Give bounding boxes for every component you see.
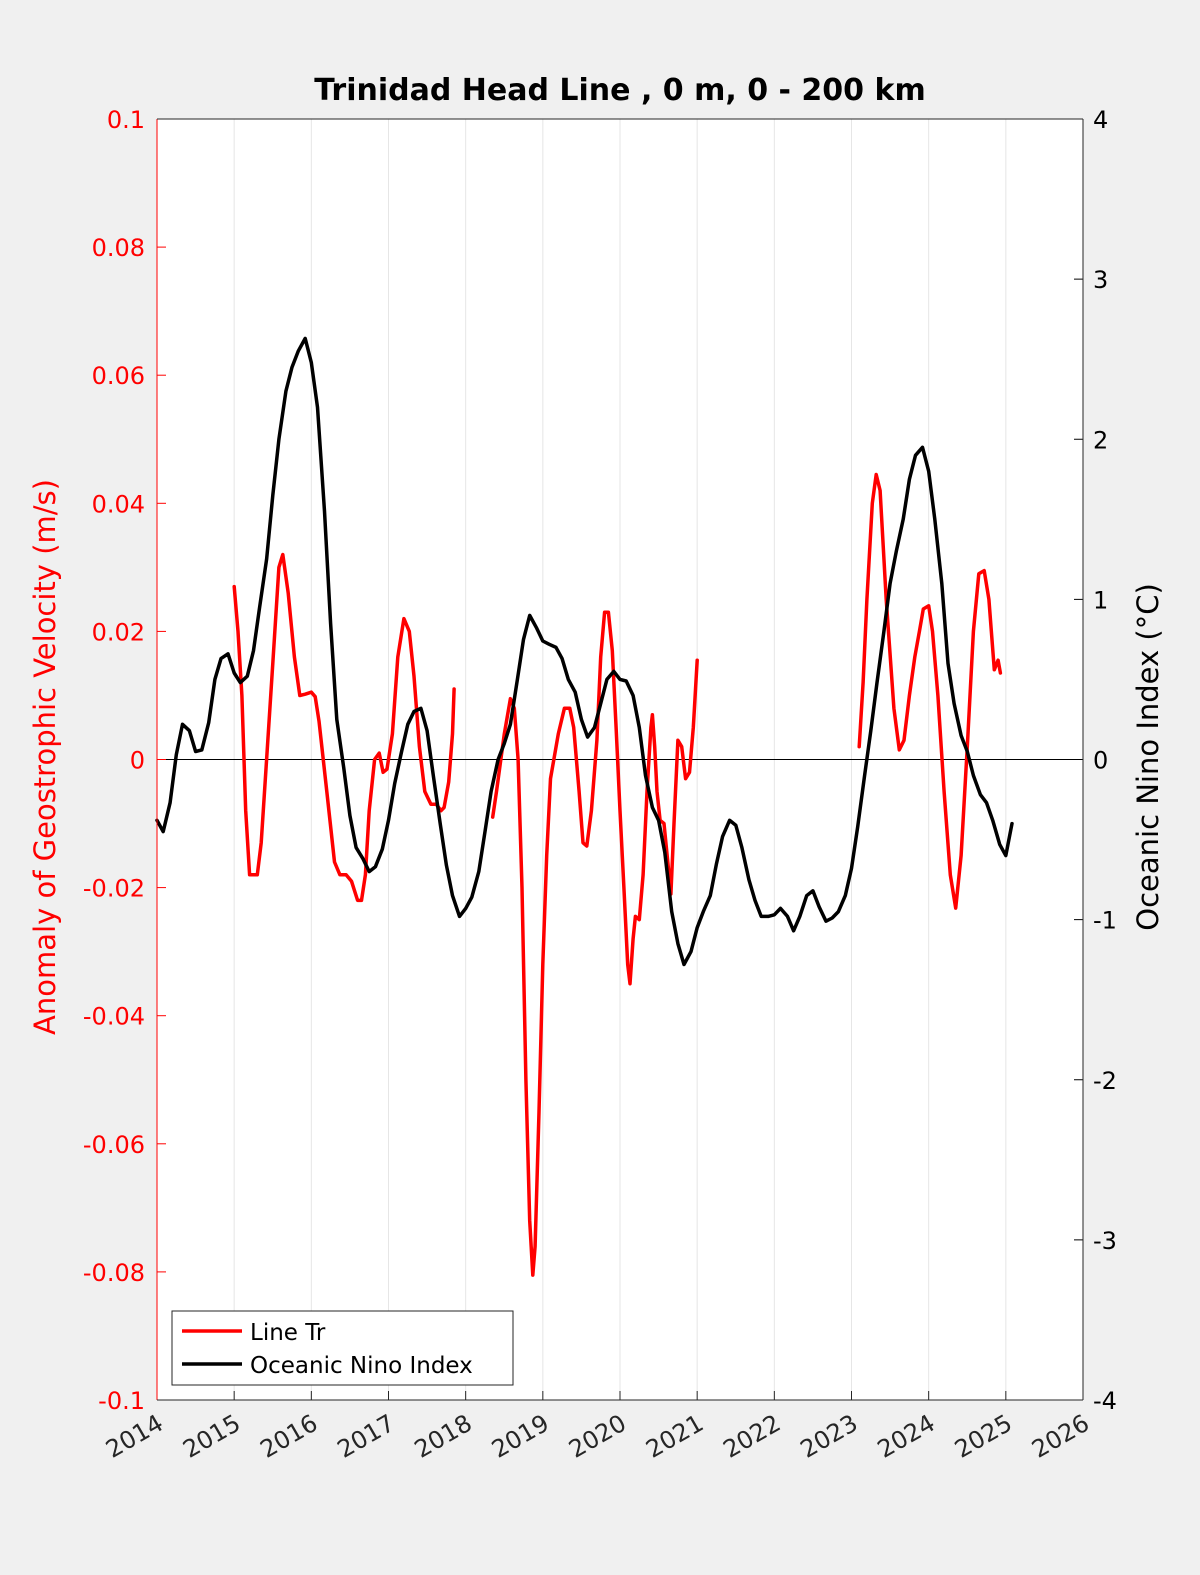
y-right-tick-label: -2 [1093, 1067, 1117, 1095]
series-line-tr-segment-1 [490, 610, 699, 1277]
x-tick-label: 2023 [796, 1409, 863, 1464]
legend-label-line-tr: Line Tr [250, 1320, 326, 1346]
y-left-tick-label: 0.1 [107, 106, 145, 134]
y-left-tick-label: 0.04 [92, 490, 145, 518]
y-right-ticks: 4 3 2 1 0 -1 -2 -3 -4 [1093, 106, 1117, 1415]
y-left-tick-label: 0 [130, 747, 145, 775]
y-left-axis-label: Anomaly of Geostrophic Velocity (m/s) [28, 479, 62, 1035]
chart-title: Trinidad Head Line , 0 m, 0 - 200 km [314, 73, 925, 108]
series-line-tr-segment-0 [232, 552, 456, 903]
y-right-tick-label: 2 [1093, 426, 1108, 454]
x-tick-label: 2022 [718, 1409, 785, 1464]
x-ticks: 2014 2015 2016 2017 2018 2019 2020 2021 2022 2023… [101, 1409, 1094, 1464]
y-right-tick-label: -4 [1093, 1387, 1117, 1415]
y-right-tick-label: -1 [1093, 907, 1117, 935]
y-left-tick-label: 0.06 [92, 362, 145, 390]
y-left-tick-label: -0.02 [83, 875, 145, 903]
x-tick-label: 2014 [101, 1409, 168, 1464]
y-right-tick-label: 4 [1093, 106, 1108, 134]
x-tick-label: 2018 [410, 1409, 477, 1464]
y-right-axis-label: Oceanic Nino Index (°C) [1131, 583, 1165, 931]
x-tick-label: 2026 [1027, 1409, 1094, 1464]
series-oni-segment-0 [155, 336, 1014, 967]
x-tick-label: 2020 [564, 1409, 631, 1464]
y-right-tick-label: 3 [1093, 266, 1108, 294]
y-right-tick-label: -3 [1093, 1227, 1117, 1255]
series-lines [155, 336, 1014, 1277]
y-left-tick-label: -0.1 [98, 1387, 145, 1415]
x-tick-label: 2021 [641, 1409, 708, 1464]
y-left-tick-label: -0.06 [83, 1131, 145, 1159]
y-right-tick-label: 1 [1093, 586, 1108, 614]
x-tick-label: 2015 [178, 1409, 245, 1464]
legend: Line Tr Oceanic Nino Index [171, 1310, 514, 1386]
y-left-tick-label: 0.02 [92, 618, 145, 646]
x-tick-label: 2024 [873, 1409, 940, 1464]
y-left-tick-label: 0.08 [92, 234, 145, 262]
y-left-ticks: 0.1 0.08 0.06 0.04 0.02 0 -0.02 -0.04 -0.06 -0.08… [83, 106, 145, 1415]
x-tick-label: 2017 [333, 1409, 400, 1464]
legend-label-oni: Oceanic Nino Index [250, 1353, 473, 1379]
legend-box [171, 1310, 514, 1386]
y-left-tick-label: -0.08 [83, 1259, 145, 1287]
plot-frame [156, 118, 1084, 1401]
y-right-tick-label: 0 [1093, 747, 1108, 775]
y-left-tick-label: -0.04 [83, 1003, 145, 1031]
series-line-tr-segment-2 [857, 472, 1003, 910]
x-tick-label: 2019 [487, 1409, 554, 1464]
x-tick-label: 2016 [255, 1409, 322, 1464]
x-tick-label: 2025 [950, 1409, 1017, 1464]
